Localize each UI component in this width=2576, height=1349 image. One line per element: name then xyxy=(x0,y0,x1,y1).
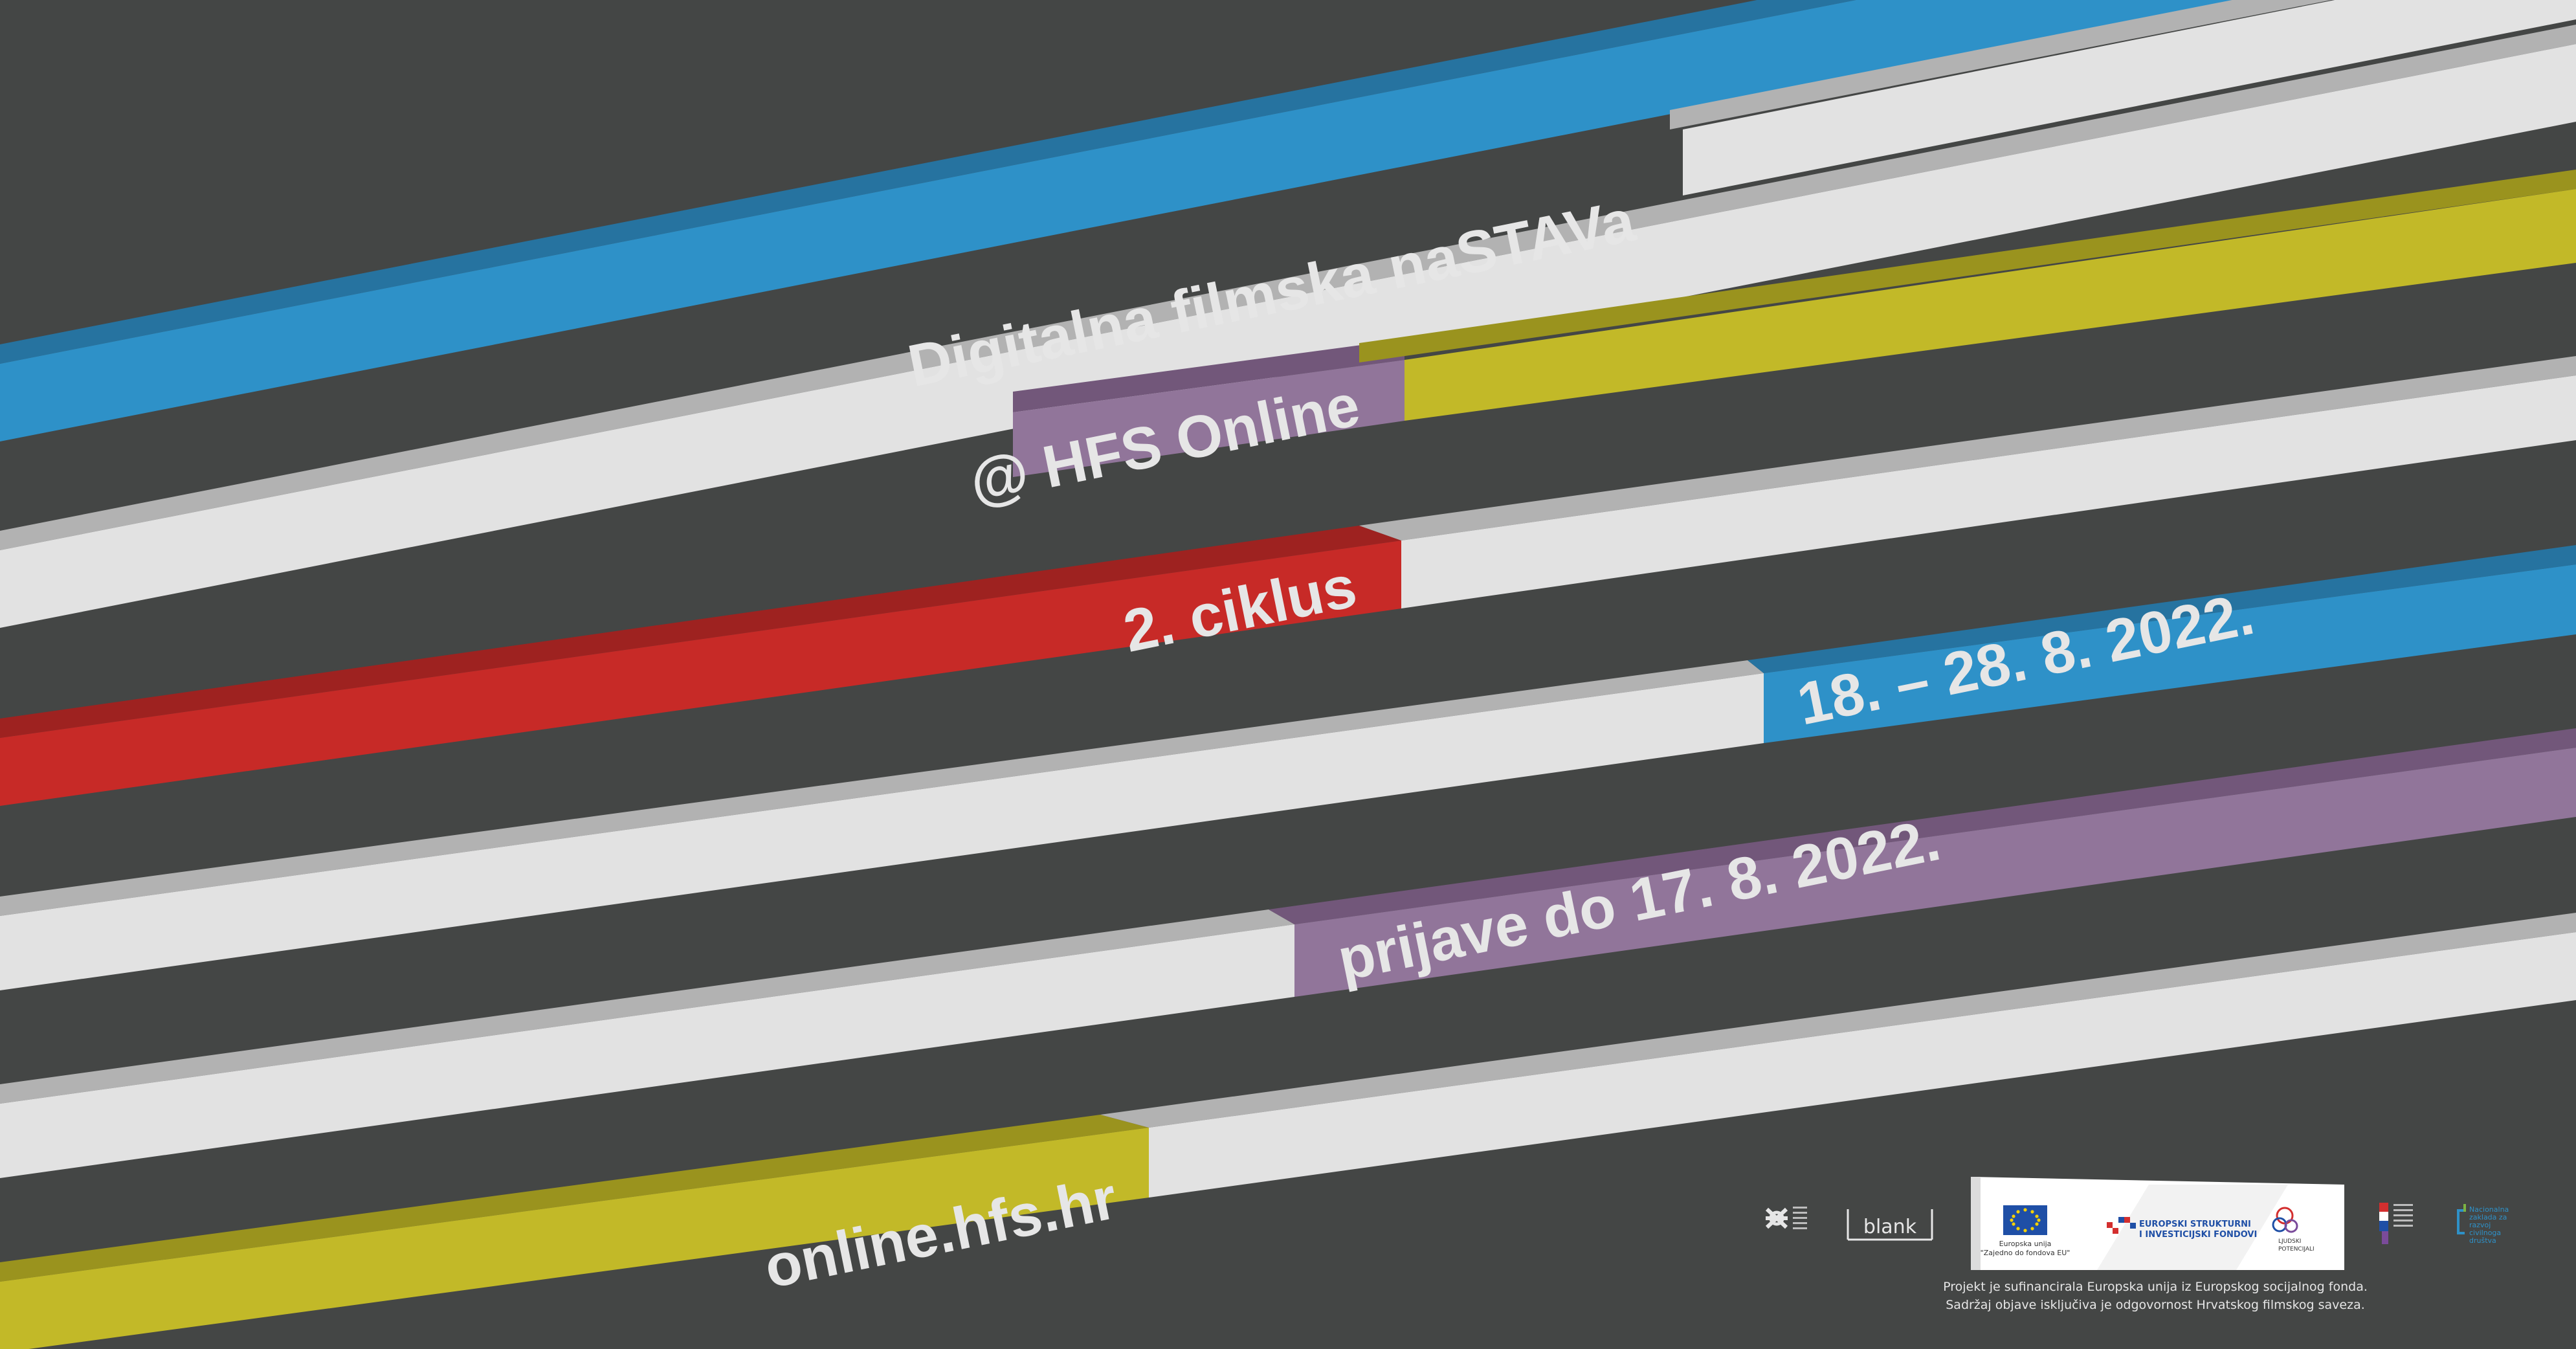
ljudski-potencijali-icon xyxy=(2272,1207,2298,1233)
eu-caption-2: "Zajedno do fondova EU" xyxy=(1981,1249,2071,1257)
nzcd-line-4: civilnoga xyxy=(2469,1229,2501,1237)
stripe-cycle xyxy=(0,356,2576,806)
ljudski-line-1: LJUDSKI xyxy=(2278,1238,2301,1245)
blank-logo-text: blank xyxy=(1863,1216,1917,1238)
ministry-logo xyxy=(2379,1203,2413,1244)
stripe-dates xyxy=(0,545,2576,990)
nzcd-line-3: razvoj xyxy=(2469,1221,2491,1229)
nzcd-line-5: društva xyxy=(2469,1236,2496,1245)
blank-logo: blank xyxy=(1847,1209,1933,1241)
stripe-url xyxy=(0,913,2576,1349)
footer-logos: blank Europska unija "Zajedno do fondova… xyxy=(1765,1177,2509,1312)
eu-funds-card: Europska unija "Zajedno do fondova EU" E… xyxy=(1971,1177,2344,1270)
disclaimer-line-1: Projekt je sufinancirala Europska unija … xyxy=(1943,1280,2368,1294)
eu-caption-1: Europska unija xyxy=(1999,1240,2052,1248)
nzcd-line-1: Nacionalna xyxy=(2469,1205,2509,1214)
ljudski-line-2: POTENCIJALI xyxy=(2278,1246,2315,1253)
esif-line-1: EUROPSKI STRUKTURNI xyxy=(2139,1220,2251,1229)
stripe-platform xyxy=(0,25,2576,628)
hfs-logo xyxy=(1765,1207,1807,1229)
nzcd-line-2: zaklada za xyxy=(2469,1213,2507,1221)
stripe-title xyxy=(0,0,2576,441)
nzcd-logo: Nacionalna zaklada za razvoj civilnoga d… xyxy=(2457,1204,2509,1245)
esif-line-2: I INVESTICIJSKI FONDOVI xyxy=(2139,1230,2257,1240)
disclaimer-line-2: Sadržaj objave isključiva je odgovornost… xyxy=(1946,1298,2365,1312)
croatia-checker-icon xyxy=(2107,1217,2136,1234)
stripe-deadline xyxy=(0,728,2576,1178)
